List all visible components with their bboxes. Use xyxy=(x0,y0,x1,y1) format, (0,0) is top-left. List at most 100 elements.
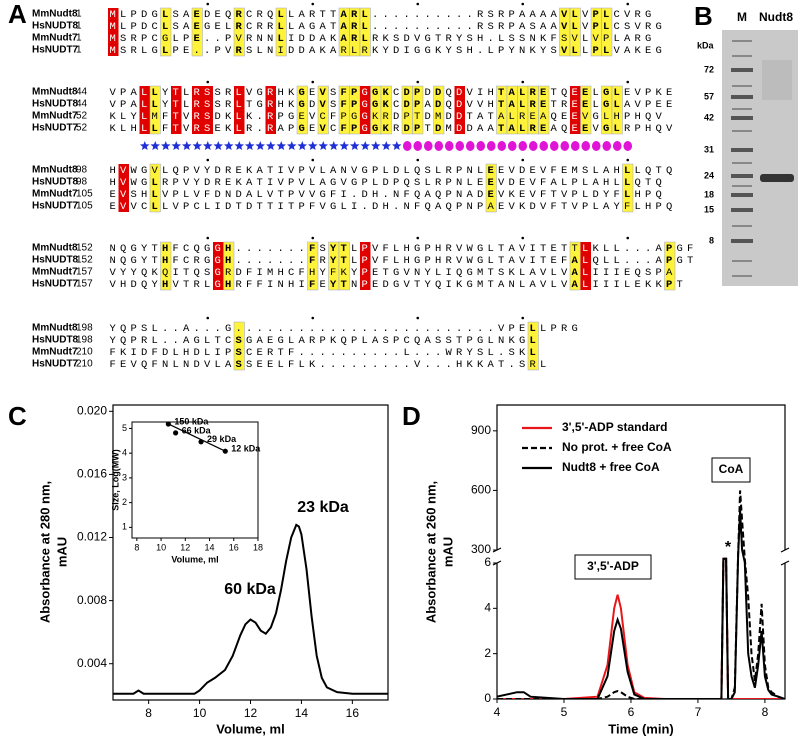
conservation-box xyxy=(160,7,172,57)
marker-label: 42 xyxy=(704,112,714,122)
position-dot xyxy=(206,2,210,6)
sequence-name: MmNudt7 xyxy=(32,267,78,278)
position-dot xyxy=(416,158,420,162)
conservation-box xyxy=(223,241,235,291)
strand-star xyxy=(339,141,349,150)
marker-band xyxy=(731,116,753,120)
fit-line xyxy=(168,423,226,452)
upper-frame xyxy=(496,404,786,550)
position-dot xyxy=(311,236,315,240)
sequence-start: 52 xyxy=(76,123,88,134)
sequence-name: HsNUDT8 xyxy=(32,335,79,346)
helix-oval xyxy=(570,141,580,151)
helix-oval xyxy=(602,141,612,151)
x-tick-label: 16 xyxy=(229,542,239,552)
sequence-name: HsNUDT8 xyxy=(32,99,79,110)
y-tick-label: 0.016 xyxy=(77,467,107,481)
marker-band xyxy=(731,95,753,99)
x-axis-title: Volume, ml xyxy=(216,721,284,736)
strand-star xyxy=(350,141,360,150)
chromatogram-line xyxy=(497,557,785,699)
x-tick-label: 14 xyxy=(295,706,309,720)
position-dot xyxy=(206,236,210,240)
sequence-start: 210 xyxy=(76,347,93,358)
sequence-name: HsNUDT7 xyxy=(32,201,79,212)
position-dot xyxy=(416,2,420,6)
point-label: 12 kDa xyxy=(231,444,261,454)
y-axis-title: Absorbance at 280 nm, xyxy=(37,481,52,623)
helix-oval xyxy=(497,141,507,151)
conservation-box xyxy=(275,7,287,57)
helix-oval xyxy=(507,141,517,151)
conservation-box xyxy=(338,241,350,291)
y-axis-title: Size, Log(MW) xyxy=(110,449,120,511)
strand-star xyxy=(203,141,213,150)
sequence-start: 157 xyxy=(76,267,93,278)
strand-star xyxy=(192,141,202,150)
point-label: 66 kDa xyxy=(182,425,212,435)
sequence-start: 105 xyxy=(76,189,93,200)
strand-star xyxy=(392,141,402,150)
ladder-band xyxy=(732,130,752,132)
position-dot xyxy=(626,236,630,240)
helix-oval xyxy=(465,141,475,151)
panel-label: B xyxy=(694,1,713,31)
y-tick-label: 0.004 xyxy=(77,656,107,670)
x-tick-label: 8 xyxy=(762,705,769,719)
sequence-name: MmNudt7 xyxy=(32,189,78,200)
conservation-box xyxy=(192,86,203,134)
helix-oval xyxy=(591,141,601,151)
sequence-name: HsNUDT7 xyxy=(32,123,79,134)
annotation-box xyxy=(574,554,652,580)
lower-frame xyxy=(496,563,786,700)
standard-point xyxy=(165,421,171,427)
axis-break xyxy=(780,547,790,553)
marker-label: 31 xyxy=(704,144,714,154)
helix-oval xyxy=(455,141,465,151)
conservation-box xyxy=(149,163,161,213)
conservation-box xyxy=(202,86,213,134)
sequence-start: 198 xyxy=(76,323,93,334)
marker-label: 8 xyxy=(709,235,714,245)
sequence-start: 52 xyxy=(76,111,88,122)
conservation-box xyxy=(485,163,497,213)
conservation-box xyxy=(108,8,119,56)
conservation-box xyxy=(527,321,539,371)
position-dot xyxy=(521,158,525,162)
x-axis-title: Time (min) xyxy=(608,721,674,736)
position-dot xyxy=(521,236,525,240)
position-dot xyxy=(416,236,420,240)
sequence-name: MmNudt7 xyxy=(32,347,78,358)
y-tick-label: 2 xyxy=(484,646,491,660)
standard-point xyxy=(173,430,179,436)
position-dot xyxy=(311,316,315,320)
standard-point xyxy=(222,448,228,454)
helix-oval xyxy=(581,141,591,151)
helix-oval xyxy=(434,141,444,151)
position-dot xyxy=(416,80,420,84)
x-tick-label: 10 xyxy=(193,706,207,720)
sequence-name: MmNudt7 xyxy=(32,111,78,122)
sequence-start: 210 xyxy=(76,359,93,370)
protein-smear xyxy=(762,60,792,100)
strand-star xyxy=(245,141,255,150)
sequence-name: MmNudt8 xyxy=(32,243,78,254)
sequence-start: 1 xyxy=(76,33,82,44)
ladder-band xyxy=(732,225,752,227)
conservation-box xyxy=(149,85,161,135)
point-label: 150 kDa xyxy=(174,416,209,426)
point-label: 29 kDa xyxy=(207,434,237,444)
strand-star xyxy=(329,141,339,150)
sequence-name: MmNudt8 xyxy=(32,165,78,176)
elution-curve xyxy=(113,523,388,695)
sequence-start: 157 xyxy=(76,279,93,290)
strand-star xyxy=(213,141,223,150)
x-tick-label: 10 xyxy=(156,542,166,552)
annotation-box xyxy=(711,457,751,483)
annotation: CoA xyxy=(719,462,744,476)
marker-band xyxy=(731,68,753,72)
ladder-band xyxy=(732,85,752,87)
